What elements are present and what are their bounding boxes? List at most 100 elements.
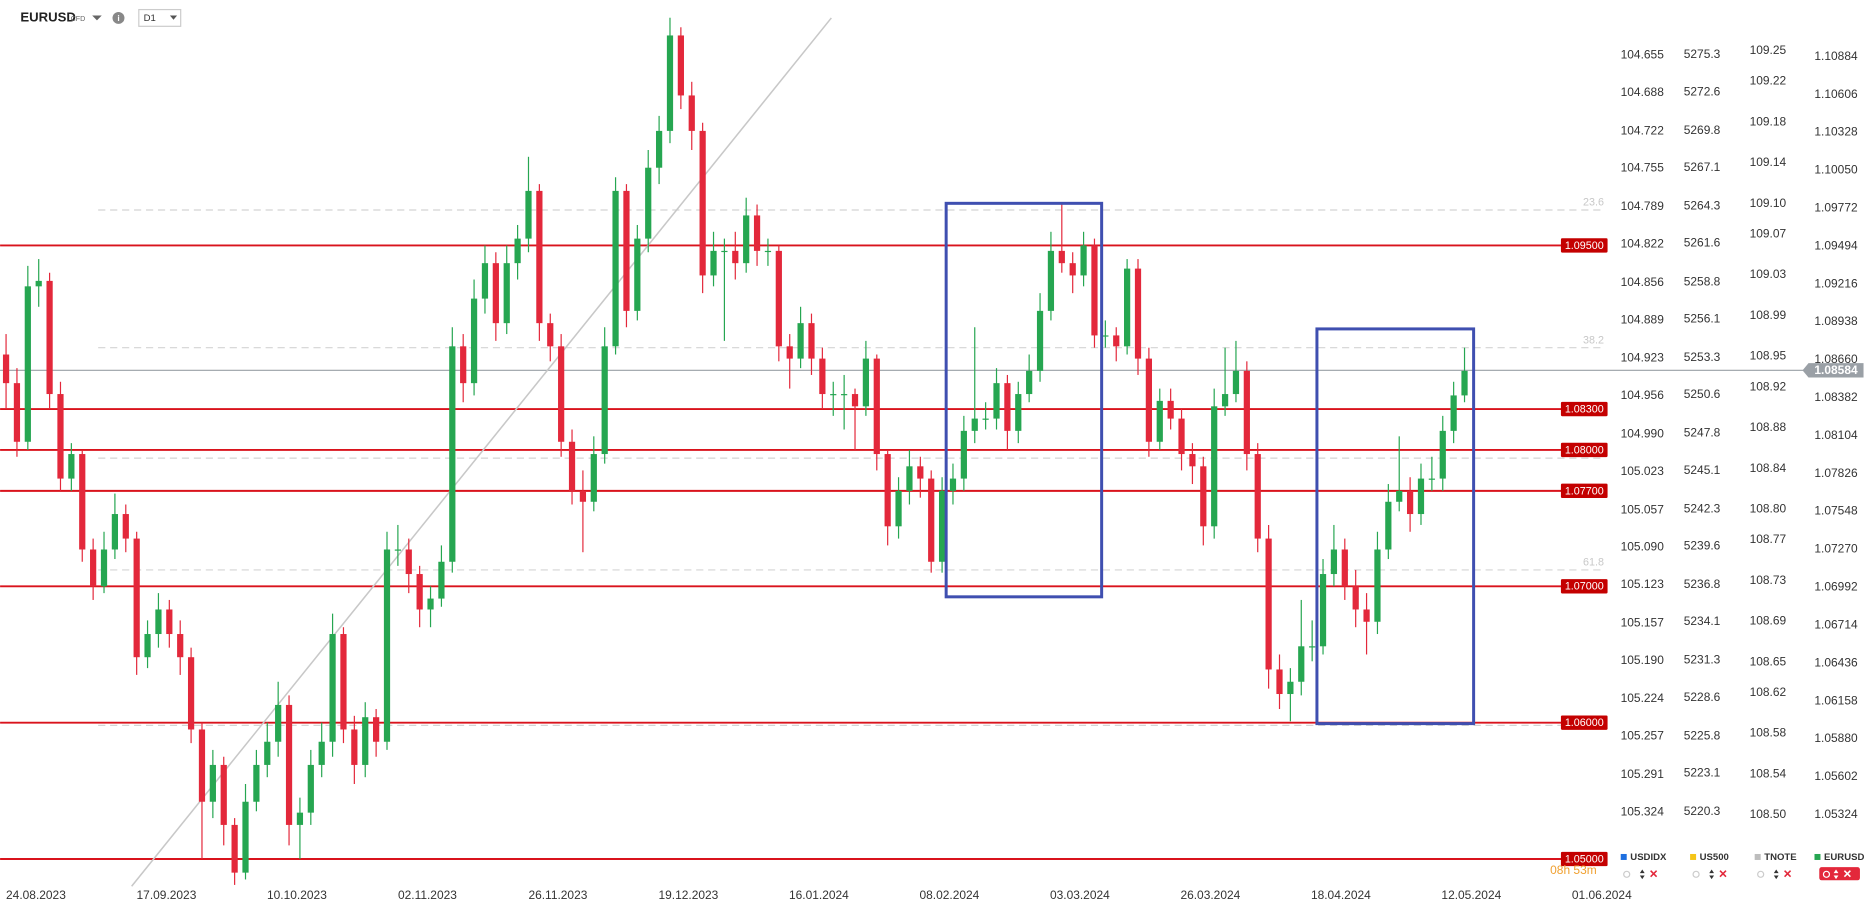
candle-body: [253, 764, 260, 802]
x-tick-label: 18.04.2024: [1311, 888, 1371, 902]
instrument-type: CFD: [71, 15, 86, 23]
candle-body: [79, 454, 86, 550]
y-tick-label: 1.08104: [1814, 428, 1858, 442]
candle-body: [1189, 454, 1196, 467]
candle-body: [688, 95, 695, 131]
info-icon[interactable]: [112, 11, 125, 24]
legend-swatch: [1754, 853, 1761, 860]
candle-body: [166, 609, 173, 635]
candle-body: [1145, 358, 1152, 442]
visibility-toggle[interactable]: [1692, 870, 1700, 878]
y-tick-label: 1.05324: [1814, 807, 1858, 821]
legend-label[interactable]: EURUSD: [1824, 852, 1864, 863]
candle-body: [13, 383, 21, 442]
symbol-dropdown[interactable]: [92, 15, 102, 21]
candle-body: [547, 323, 554, 347]
candle-body: [1211, 406, 1218, 527]
visibility-toggle[interactable]: [1822, 870, 1831, 878]
candle-body: [982, 418, 989, 420]
x-tick-label: 08.02.2024: [919, 888, 979, 902]
candle-body: [209, 764, 216, 802]
labels-layer: 24.08.2023 17.09.2023 10.10.2023 02.11.2023…: [6, 43, 1864, 902]
candle-body: [35, 280, 42, 287]
level-label-box: [1560, 442, 1608, 458]
candle-body: [971, 418, 978, 431]
candle-body: [1015, 394, 1022, 431]
overlay-tick-label: 5272.6: [1684, 84, 1721, 98]
candle-body: [536, 190, 543, 324]
candle-body: [198, 729, 206, 802]
candle-body: [655, 130, 663, 168]
candle-body: [285, 704, 293, 825]
x-tick-label: 17.09.2023: [137, 888, 197, 902]
remove-overlay[interactable]: [1719, 870, 1727, 878]
overlay-tick-label: 5228.6: [1684, 690, 1721, 704]
y-tick-label: 1.06158: [1814, 693, 1858, 707]
candle-body: [895, 490, 902, 527]
candle-body: [373, 717, 380, 742]
y-tick-label: 1.08382: [1814, 390, 1858, 404]
candle-body: [841, 394, 848, 396]
legend-swatch: [1814, 853, 1821, 860]
candle-body: [786, 346, 793, 359]
candle-body: [1200, 466, 1207, 527]
candle-body: [1047, 250, 1055, 311]
candle-body: [1232, 370, 1240, 395]
overlay-tick-label: 105.090: [1621, 540, 1665, 554]
legend-label[interactable]: USDIDX: [1630, 852, 1667, 863]
candle-body: [634, 238, 641, 311]
overlay-tick-label: 104.923: [1621, 351, 1665, 365]
remove-overlay[interactable]: [1784, 870, 1792, 878]
candle-body: [362, 717, 369, 765]
fib-label: 23.6: [1583, 197, 1604, 209]
candle-body: [1417, 478, 1425, 515]
candle-body: [318, 741, 325, 765]
candle-body: [57, 394, 64, 479]
overlay-tick-label: 108.95: [1750, 349, 1787, 363]
candle-body: [1178, 418, 1185, 455]
candle-body: [264, 741, 271, 765]
visibility-toggle[interactable]: [1623, 870, 1631, 878]
overlay-tick-label: 105.123: [1621, 577, 1665, 591]
level-label-box: [1560, 715, 1608, 730]
overlay-tick-label: 5267.1: [1684, 160, 1721, 174]
order-toggle[interactable]: [1833, 869, 1839, 880]
candle-body: [1102, 335, 1109, 337]
candle-body: [90, 549, 97, 587]
candle-body: [1461, 370, 1468, 396]
candle-body: [928, 478, 935, 562]
candle-body: [1134, 268, 1142, 359]
y-tick-label: 1.10328: [1814, 125, 1858, 139]
remove-overlay[interactable]: [1843, 870, 1851, 878]
symbol[interactable]: EURUSD: [20, 9, 76, 24]
candle-body: [525, 190, 532, 239]
legend-label[interactable]: TNOTE: [1764, 852, 1796, 863]
candle-body: [677, 35, 684, 96]
overlay-tick-label: 5275.3: [1684, 47, 1721, 61]
x-tick-label: 24.08.2023: [6, 888, 66, 902]
candle-body: [68, 454, 75, 479]
timeframe-select[interactable]: [138, 8, 182, 27]
level-label: 1.08000: [1565, 444, 1604, 456]
order-toggle[interactable]: [1773, 869, 1779, 880]
candle-body: [231, 824, 238, 873]
candle-body: [601, 346, 608, 455]
candle-body: [808, 323, 815, 359]
overlay-tick-label: 108.99: [1750, 308, 1787, 322]
level-label-box: [1560, 483, 1608, 499]
visibility-toggle[interactable]: [1757, 870, 1765, 878]
y-tick-label: 1.05602: [1814, 769, 1858, 783]
candle-body: [1428, 478, 1435, 480]
remove-overlay[interactable]: [1650, 870, 1658, 878]
order-toggle[interactable]: [1709, 869, 1715, 880]
overlay-tick-label: 108.69: [1750, 614, 1787, 628]
candle-body: [862, 358, 870, 407]
overlay-tick-label: 5256.1: [1684, 311, 1721, 325]
candle-body: [514, 238, 521, 264]
legend-label[interactable]: US500: [1700, 852, 1729, 863]
candles-layer: [2, 17, 1468, 885]
order-toggle[interactable]: [1639, 869, 1645, 880]
overlay-tick-label: 105.324: [1621, 804, 1665, 818]
candle-body: [1004, 383, 1011, 431]
